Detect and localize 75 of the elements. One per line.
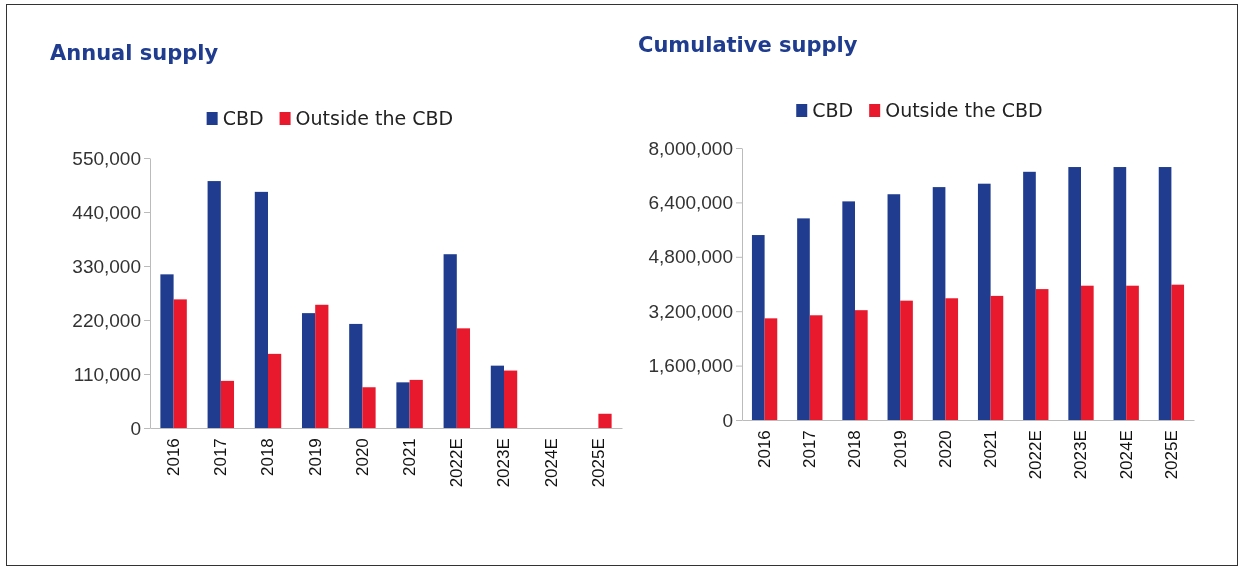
bar <box>362 387 376 428</box>
x-tick-label: 2022E <box>1026 430 1046 480</box>
bar <box>809 315 823 420</box>
x-tick-label: 2023E <box>494 438 514 488</box>
bar <box>160 274 174 428</box>
x-tick-label: 2020 <box>352 438 372 477</box>
x-tick-label: 2016 <box>755 430 775 469</box>
x-tick-label: 2022E <box>447 438 467 488</box>
x-tick-label: 2025E <box>588 438 608 488</box>
x-tick-label: 2019 <box>890 430 910 469</box>
bar <box>945 298 959 420</box>
chart-title: Annual supply <box>50 41 219 65</box>
bar <box>764 318 778 420</box>
bar <box>254 191 268 428</box>
bar <box>1113 167 1127 420</box>
x-tick-label: 2017 <box>211 438 231 477</box>
x-tick-label: 2017 <box>800 430 820 469</box>
bar <box>207 181 221 428</box>
bar <box>932 187 946 420</box>
bar <box>268 353 282 428</box>
legend-label: CBD <box>812 99 854 121</box>
bar <box>315 304 329 428</box>
y-tick-label: 8,000,000 <box>648 137 733 159</box>
legend-label: Outside the CBD <box>295 107 454 129</box>
bar <box>504 370 518 428</box>
y-tick-label: 550,000 <box>72 147 141 169</box>
bar <box>1035 289 1049 420</box>
x-tick-label: 2018 <box>258 438 278 477</box>
bar <box>396 382 410 428</box>
y-tick-label: 0 <box>130 417 141 439</box>
bar <box>1023 171 1036 420</box>
y-tick-label: 0 <box>722 409 733 431</box>
x-tick-label: 2019 <box>305 438 325 477</box>
x-tick-label: 2024E <box>541 438 561 488</box>
bar <box>1158 167 1172 420</box>
y-tick-label: 6,400,000 <box>648 191 733 213</box>
bar <box>977 183 991 420</box>
x-tick-label: 2025E <box>1161 430 1181 480</box>
legend-label: CBD <box>222 107 264 129</box>
legend-label: Outside the CBD <box>885 99 1043 121</box>
bar <box>1126 285 1139 420</box>
bar <box>443 254 457 428</box>
bar <box>990 295 1004 420</box>
x-tick-label: 2024E <box>1116 430 1136 480</box>
chart-title: Cumulative supply <box>638 33 858 57</box>
x-tick-label: 2021 <box>981 430 1001 469</box>
x-tick-label: 2020 <box>935 430 955 469</box>
y-tick-label: 220,000 <box>72 309 141 331</box>
y-tick-label: 110,000 <box>73 363 141 385</box>
bar <box>220 380 235 428</box>
bar <box>409 379 423 428</box>
bar <box>1171 284 1185 420</box>
bar <box>301 313 316 428</box>
y-tick-label: 440,000 <box>72 201 141 223</box>
bar <box>855 310 868 420</box>
bar <box>1068 167 1081 420</box>
x-tick-label: 2021 <box>400 438 420 477</box>
bar <box>1081 285 1094 420</box>
bar <box>797 218 810 420</box>
bar <box>900 300 913 420</box>
y-tick-label: 1,600,000 <box>648 355 733 377</box>
y-tick-label: 330,000 <box>72 255 141 277</box>
bar <box>842 201 855 420</box>
x-tick-label: 2016 <box>164 438 184 477</box>
bar <box>349 323 363 428</box>
y-tick-label: 3,200,000 <box>648 300 733 322</box>
bar <box>598 413 612 428</box>
x-tick-label: 2018 <box>845 430 865 469</box>
bar <box>751 235 765 420</box>
bar <box>490 365 504 428</box>
bar <box>456 328 471 428</box>
y-tick-label: 4,800,000 <box>648 246 733 268</box>
bar <box>887 194 901 420</box>
x-tick-label: 2023E <box>1071 430 1091 480</box>
bar <box>173 299 187 428</box>
